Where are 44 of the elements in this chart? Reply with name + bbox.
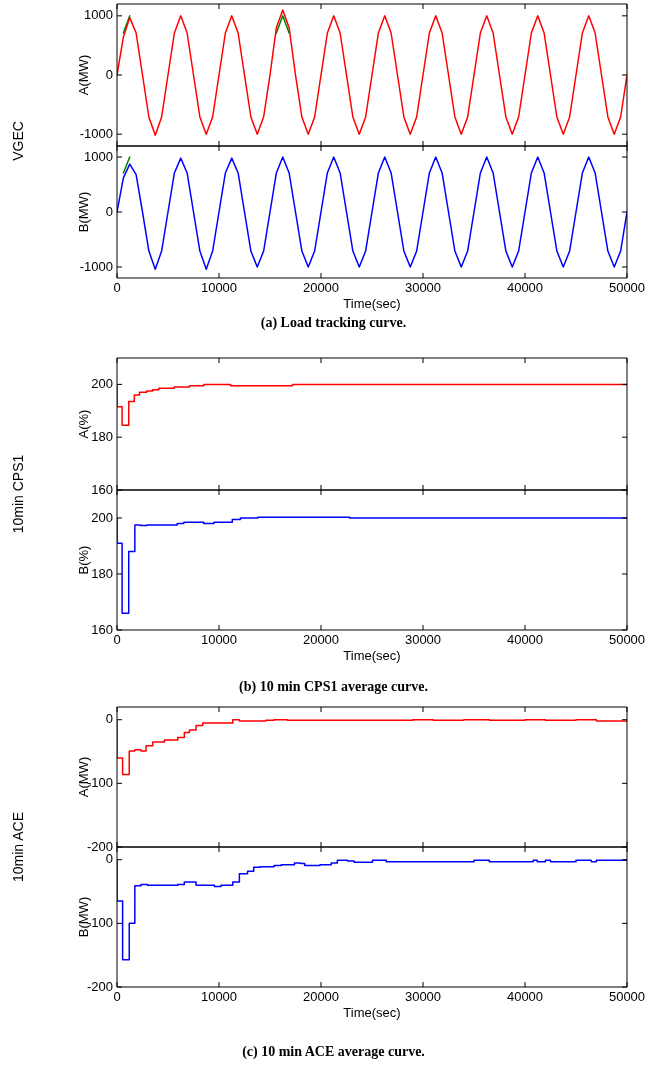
y-tick-label: 200 [91, 509, 113, 525]
y-tick-label: 0 [105, 851, 113, 867]
y-tick-label: 180 [91, 428, 113, 444]
x-tick-label: 10000 [200, 989, 238, 1005]
x-tick-label: 10000 [200, 632, 238, 648]
y-axis-title: A(MW) [76, 54, 92, 96]
y-tick-label: 160 [91, 481, 113, 497]
x-tick-label: 40000 [506, 280, 544, 296]
x-axis-title: Time(sec) [343, 295, 401, 311]
y-axis-title: B(MW) [76, 191, 92, 233]
x-tick-label: 50000 [608, 632, 646, 648]
x-axis-title: Time(sec) [343, 647, 401, 663]
text: VGEC [10, 121, 26, 161]
y-tick-label: -200 [86, 838, 113, 854]
x-tick-label: 50000 [608, 280, 646, 296]
y-axis-title: A(%) [76, 409, 92, 439]
x-tick-label: 40000 [506, 632, 544, 648]
y-tick-label: 1000 [84, 148, 113, 164]
y-tick-label: -200 [86, 978, 113, 994]
text: (c) 10 min ACE average curve. [241, 1044, 426, 1060]
x-tick-label: 30000 [404, 632, 442, 648]
x-tick-label: 40000 [506, 989, 544, 1005]
y-tick-label: 160 [91, 621, 113, 637]
y-tick-label: -1000 [79, 258, 113, 274]
x-tick-label: 20000 [302, 280, 340, 296]
y-tick-label: 180 [91, 565, 113, 581]
y-tick-label: -1000 [79, 125, 113, 141]
x-tick-label: 50000 [608, 989, 646, 1005]
x-axis-title: Time(sec) [343, 1004, 401, 1020]
x-tick-label: 20000 [302, 989, 340, 1005]
x-tick-label: 20000 [302, 632, 340, 648]
y-tick-label: 1000 [84, 7, 113, 23]
text: 10min ACE [10, 811, 26, 883]
text: (b) 10 min CPS1 average curve. [238, 679, 429, 695]
text: 10min CPS1 [10, 454, 26, 534]
y-axis-title: B(%) [76, 545, 92, 575]
y-tick-label: 0 [105, 711, 113, 727]
x-tick-label: 30000 [404, 280, 442, 296]
x-tick-label: 30000 [404, 989, 442, 1005]
x-tick-label: 10000 [200, 280, 238, 296]
y-tick-label: 0 [105, 66, 113, 82]
text: (a) Load tracking curve. [259, 315, 408, 331]
y-tick-label: 200 [91, 375, 113, 391]
y-tick-label: 0 [105, 203, 113, 219]
